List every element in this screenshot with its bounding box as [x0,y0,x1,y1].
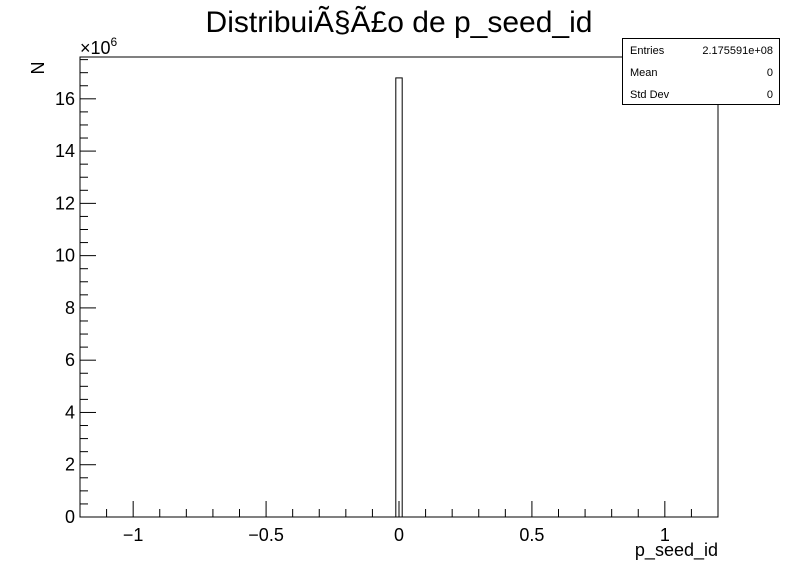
stats-label: Mean [630,67,658,79]
y-tick-label: 4 [65,402,75,422]
stats-row-entries: Entries 2.175591e+08 [630,45,773,61]
y-tick-label: 6 [65,350,75,370]
stats-value: 0 [766,67,773,79]
x-tick-label: 0 [394,525,404,545]
x-axis-ticks: −1 −0.5 0 0.5 1 [79,501,719,545]
y-tick-label: 16 [55,89,75,109]
y-tick-label: 0 [65,507,75,527]
stats-value: 0 [766,89,773,101]
stats-label: Std Dev [630,89,670,101]
y-tick-label: 14 [55,141,75,161]
stats-box: Entries 2.175591e+08 Mean 0 Std Dev 0 [622,38,780,105]
y-axis-label: N [28,62,48,75]
x-axis-label: p_seed_id [635,540,718,561]
y-tick-label: 8 [65,298,75,318]
y-multiplier: ×106 [80,35,118,58]
x-tick-label: 1 [660,525,670,545]
y-tick-label: 12 [55,193,75,213]
x-tick-label: −1 [123,525,144,545]
stats-value: 2.175591e+08 [702,45,773,57]
stats-label: Entries [630,45,665,57]
histogram-bars [395,77,403,518]
chart-title: DistribuiÃ§Ã£o de p_seed_id [205,6,593,39]
plot-frame [79,56,719,518]
y-axis-ticks: 0 2 4 6 8 10 12 14 16 [55,59,96,527]
x-tick-label: −0.5 [248,525,284,545]
y-tick-label: 10 [55,246,75,266]
y-tick-label: 2 [65,455,75,475]
stats-row-stddev: Std Dev 0 [630,89,773,105]
histogram-bar [395,77,403,518]
x-tick-label: 0.5 [519,525,544,545]
stats-row-mean: Mean 0 [630,67,773,83]
y-multiplier-base: ×10 [80,38,111,58]
y-multiplier-exponent: 6 [111,35,118,49]
